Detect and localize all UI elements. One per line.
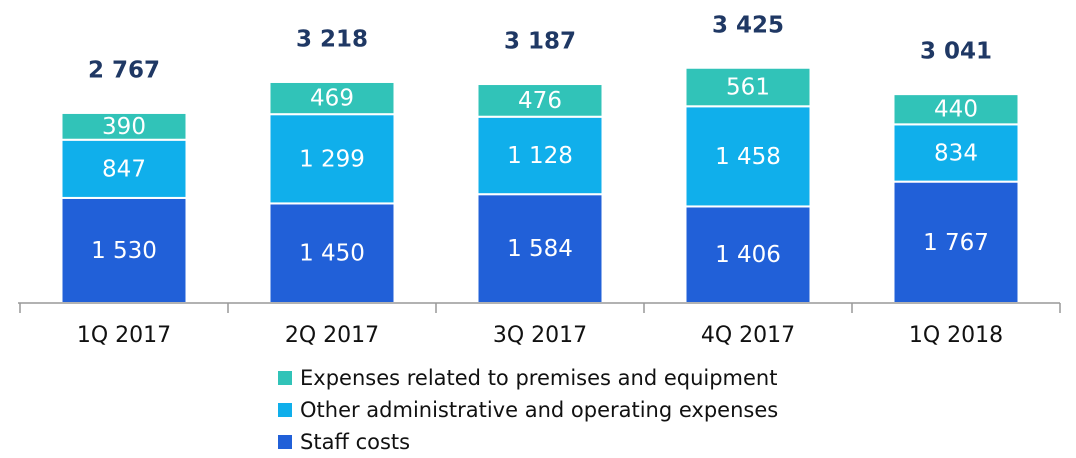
bar-segment xyxy=(60,196,188,305)
value-label: 847 xyxy=(102,156,146,182)
total-label: 2 767 xyxy=(88,57,160,83)
value-label: 561 xyxy=(726,75,770,101)
legend-swatch xyxy=(278,435,292,449)
value-label: 1 406 xyxy=(715,242,781,268)
value-label: 1 458 xyxy=(715,144,781,170)
value-label: 834 xyxy=(934,140,978,166)
legend-swatch xyxy=(278,371,292,385)
total-label: 3 425 xyxy=(712,12,784,38)
legend-label: Staff costs xyxy=(300,430,410,454)
legend-label: Expenses related to premises and equipme… xyxy=(300,366,777,390)
bar-segment xyxy=(476,115,604,196)
x-tick-label: 4Q 2017 xyxy=(701,323,795,348)
bar-segment xyxy=(684,105,812,208)
x-tick-label: 3Q 2017 xyxy=(493,323,587,348)
total-label: 3 041 xyxy=(920,39,992,65)
value-label: 1 450 xyxy=(299,241,365,267)
value-label: 1 767 xyxy=(923,230,989,256)
value-label: 1 128 xyxy=(507,143,573,169)
value-label: 390 xyxy=(102,114,146,140)
bar-segment xyxy=(60,138,188,199)
bar-segment xyxy=(684,205,812,304)
legend-swatch xyxy=(278,403,292,417)
bar-segment xyxy=(60,111,188,141)
bar-segment xyxy=(684,66,812,108)
total-label: 3 218 xyxy=(296,26,368,52)
bar-segment xyxy=(268,202,396,304)
bar-segment xyxy=(892,93,1020,126)
value-label: 1 530 xyxy=(91,238,157,264)
x-tick-label: 1Q 2017 xyxy=(77,323,171,348)
value-label: 1 299 xyxy=(299,146,365,172)
total-label: 3 187 xyxy=(504,29,576,55)
value-label: 1 584 xyxy=(507,236,573,262)
legend-label: Other administrative and operating expen… xyxy=(300,398,778,422)
x-tick-label: 1Q 2018 xyxy=(909,323,1003,348)
value-label: 469 xyxy=(310,86,354,112)
value-label: 440 xyxy=(934,97,978,123)
x-tick-label: 2Q 2017 xyxy=(285,323,379,348)
bar-segment xyxy=(268,80,396,116)
value-label: 476 xyxy=(518,88,562,114)
bar-segment xyxy=(476,83,604,118)
bar-segment xyxy=(268,113,396,205)
